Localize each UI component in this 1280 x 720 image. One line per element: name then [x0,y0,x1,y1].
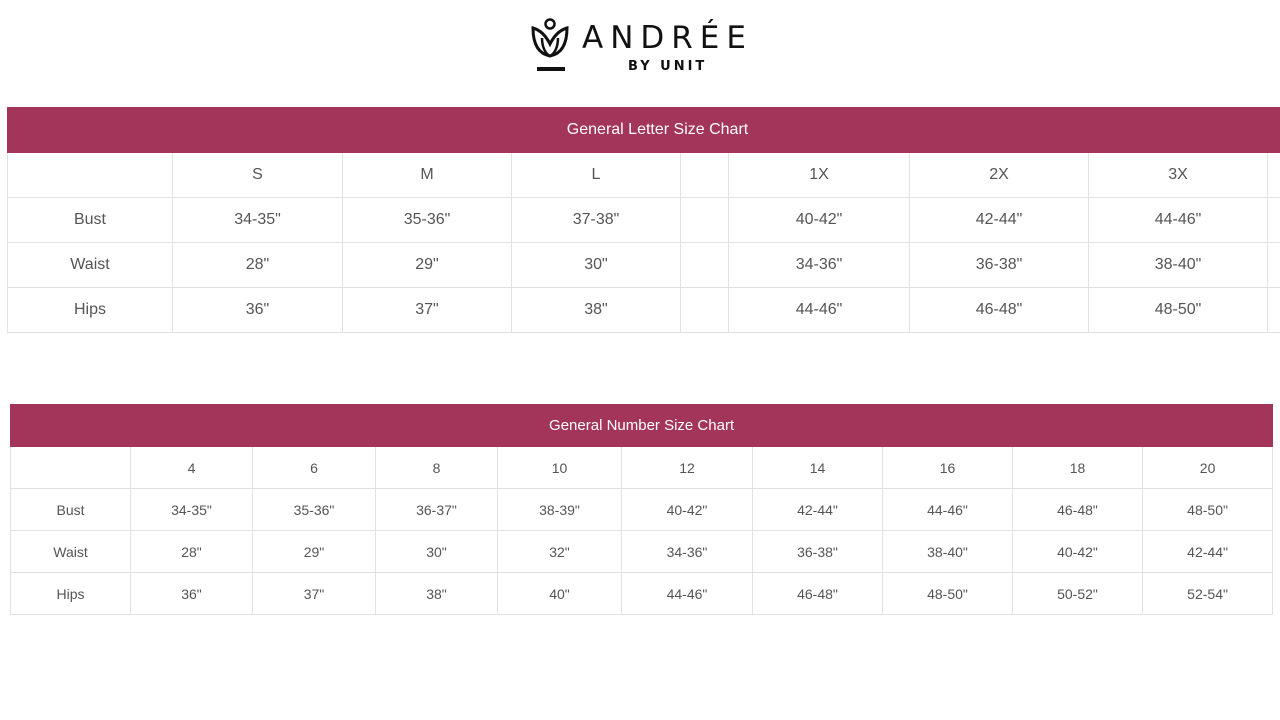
measurement-cell [1266,197,1280,243]
measurement-cell [680,287,729,333]
measurement-cell: 37" [342,287,512,333]
measurement-cell: 42-44" [752,488,883,531]
number-chart-title: General Number Size Chart [9,404,1274,447]
size-header: 8 [375,446,498,489]
measurement-cell [680,242,729,288]
measurement-cell: 52-54" [1141,572,1274,615]
measurement-cell: 48-50" [882,572,1013,615]
measurement-cell: 36-38" [752,530,883,573]
size-header: 3X [1088,152,1268,198]
measurement-cell: 36-37" [375,488,498,531]
measurement-cell: 34-35" [130,488,253,531]
measurement-cell: 38-39" [497,488,622,531]
measurement-cell: 44-46" [1088,197,1268,243]
measurement-cell [1266,242,1280,288]
size-header [1266,152,1280,198]
measurement-cell: 35-36" [342,197,512,243]
row-label: Bust [7,197,173,243]
size-header: 6 [252,446,376,489]
size-header-row: S M L 1X 2X 3X [7,152,1280,198]
tulip-logo-icon [531,18,569,71]
measurement-cell: 34-36" [728,242,910,288]
measurement-cell: 40-42" [1012,530,1143,573]
measurement-cell [1266,287,1280,333]
measurement-cell: 35-36" [252,488,376,531]
measurement-cell: 36" [172,287,343,333]
measurement-cell: 28" [172,242,343,288]
measurement-cell: 40" [497,572,622,615]
measurement-cell: 40-42" [621,488,753,531]
row-label: Waist [7,242,173,288]
measurement-cell: 40-42" [728,197,910,243]
size-header: 14 [752,446,883,489]
measurement-cell: 37-38" [511,197,681,243]
measurement-cell: 42-44" [1141,530,1274,573]
measurement-cell: 30" [511,242,681,288]
size-header: 16 [882,446,1013,489]
measurement-cell: 44-46" [728,287,910,333]
measurement-cell: 34-35" [172,197,343,243]
measurement-cell: 38-40" [1088,242,1268,288]
size-header: 10 [497,446,622,489]
measurement-cell: 32" [497,530,622,573]
measurement-cell: 29" [342,242,512,288]
corner-cell [10,446,131,489]
letter-size-chart: General Letter Size Chart S M L 1X 2X 3X Bust… [6,107,1280,333]
measurement-cell: 34-36" [621,530,753,573]
size-header [680,152,729,198]
corner-cell [7,152,173,198]
measurement-cell: 44-46" [621,572,753,615]
row-label: Waist [10,530,131,573]
measurement-cell: 37" [252,572,376,615]
letter-chart-title: General Letter Size Chart [6,107,1280,153]
size-header: M [342,152,512,198]
brand-subtitle: BY UNIT [628,59,708,74]
table-row: Hips 36" 37" 38" 40" 44-46" 46-48" 48-50" 50-52"… [10,572,1274,615]
measurement-cell: 48-50" [1088,287,1268,333]
size-header: 1X [728,152,910,198]
measurement-cell: 46-48" [1012,488,1143,531]
measurement-cell: 42-44" [909,197,1089,243]
measurement-cell: 44-46" [882,488,1013,531]
table-row: Hips 36" 37" 38" 44-46" 46-48" 48-50" [7,287,1280,333]
row-label: Hips [7,287,173,333]
measurement-cell: 38" [375,572,498,615]
measurement-cell: 48-50" [1141,488,1274,531]
measurement-cell: 36-38" [909,242,1089,288]
measurement-cell: 30" [375,530,498,573]
table-row: Waist 28" 29" 30" 32" 34-36" 36-38" 38-40" 40-42… [10,530,1274,573]
row-label: Bust [10,488,131,531]
measurement-cell: 50-52" [1012,572,1143,615]
measurement-cell: 38" [511,287,681,333]
measurement-cell: 36" [130,572,253,615]
table-row: Bust 34-35" 35-36" 36-37" 38-39" 40-42" 42-44"… [10,488,1274,531]
number-size-chart: General Number Size Chart 4 6 8 10 12 14 16 18 2… [9,404,1274,615]
table-row: Waist 28" 29" 30" 34-36" 36-38" 38-40" [7,242,1280,288]
size-header-row: 4 6 8 10 12 14 16 18 20 [10,446,1274,489]
size-header: 4 [130,446,253,489]
size-header: 18 [1012,446,1143,489]
row-label: Hips [10,572,131,615]
measurement-cell: 28" [130,530,253,573]
size-header: 20 [1141,446,1274,489]
measurement-cell: 46-48" [909,287,1089,333]
measurement-cell: 46-48" [752,572,883,615]
measurement-cell [680,197,729,243]
size-header: 2X [909,152,1089,198]
size-header: 12 [621,446,753,489]
table-row: Bust 34-35" 35-36" 37-38" 40-42" 42-44" 44-46" [7,197,1280,243]
size-header: S [172,152,343,198]
size-header: L [511,152,681,198]
brand-name: ANDRÉE [582,20,753,56]
measurement-cell: 29" [252,530,376,573]
measurement-cell: 38-40" [882,530,1013,573]
